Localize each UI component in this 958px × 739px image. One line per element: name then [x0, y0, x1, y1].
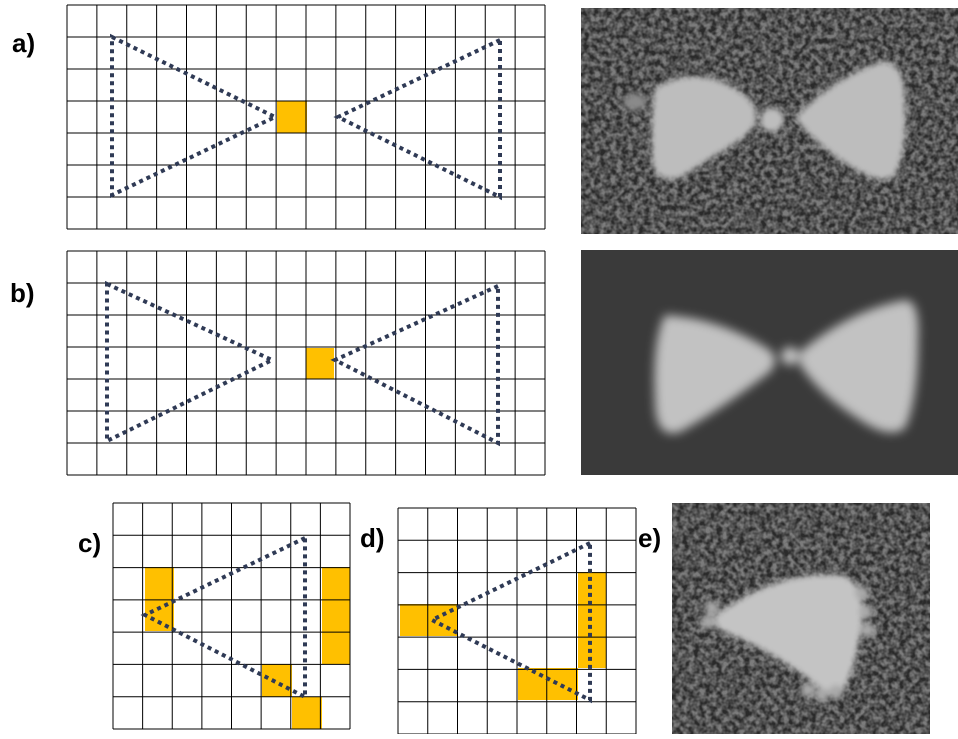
- grid: [67, 5, 545, 229]
- panel-label: a): [12, 28, 35, 58]
- dotted-triangle: [335, 286, 498, 443]
- grid-panel: [113, 503, 350, 729]
- highlight-cell: [322, 567, 350, 664]
- dotted-triangle: [338, 40, 500, 197]
- figure: a) b) c) d) e): [0, 0, 958, 734]
- grid-diagrams: [67, 5, 636, 734]
- panel-label: b): [10, 278, 35, 308]
- grid-panel: [398, 508, 636, 734]
- sem-image-b: [581, 250, 958, 475]
- highlight-cell: [518, 668, 578, 700]
- sem-image-e: [672, 503, 930, 734]
- grid-panel: [67, 251, 545, 475]
- dotted-triangle: [112, 37, 275, 195]
- highlight-cell: [262, 664, 292, 697]
- panel-label: e): [638, 523, 661, 553]
- highlight-cell: [400, 604, 458, 636]
- grid-panel: [67, 5, 545, 229]
- panel-label: c): [78, 528, 101, 558]
- highlight-cell: [277, 101, 307, 133]
- grid: [67, 251, 545, 475]
- dotted-triangle: [107, 284, 272, 441]
- highlight-cell: [306, 348, 334, 379]
- panel-label: d): [360, 523, 385, 553]
- sem-image-a: [581, 8, 958, 234]
- highlight-cell: [292, 697, 322, 729]
